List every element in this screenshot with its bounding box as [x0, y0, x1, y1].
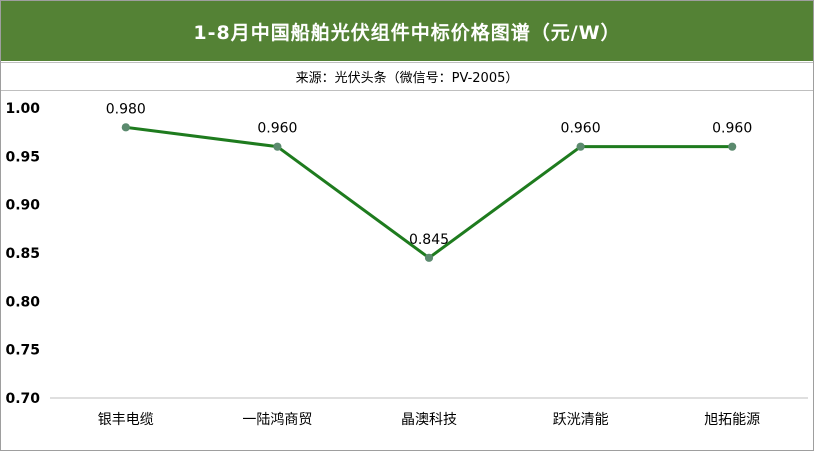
- data-label: 0.960: [712, 121, 752, 137]
- data-label: 0.980: [106, 101, 146, 117]
- data-point: [424, 253, 434, 262]
- y-tick-label: 0.75: [5, 343, 40, 359]
- data-point: [273, 142, 282, 151]
- y-tick-label: 0.80: [5, 294, 40, 310]
- x-tick-label: 一陆鸿商贸: [242, 411, 312, 428]
- data-label: 0.845: [409, 232, 449, 248]
- data-point: [121, 123, 130, 132]
- x-tick-label: 旭拓能源: [704, 412, 760, 428]
- data-label: 0.960: [257, 121, 297, 137]
- y-tick-label: 1.00: [5, 101, 40, 117]
- x-tick-label: 晶澳科技: [401, 412, 457, 428]
- data-point: [728, 142, 737, 151]
- y-tick-label: 0.70: [5, 391, 40, 407]
- source-caption: 来源：光伏头条（微信号：PV-2005）: [1, 62, 813, 91]
- x-tick-label: 跃洸清能: [553, 412, 609, 428]
- chart-title: 1-8月中国船舶光伏组件中标价格图谱（元/W）: [1, 1, 813, 61]
- data-label: 0.960: [561, 121, 601, 137]
- data-point: [576, 142, 585, 151]
- y-tick-label: 0.85: [5, 246, 40, 262]
- y-tick-label: 0.95: [5, 149, 40, 165]
- y-tick-label: 0.90: [5, 198, 40, 214]
- x-tick-label: 银丰电缆: [98, 412, 154, 428]
